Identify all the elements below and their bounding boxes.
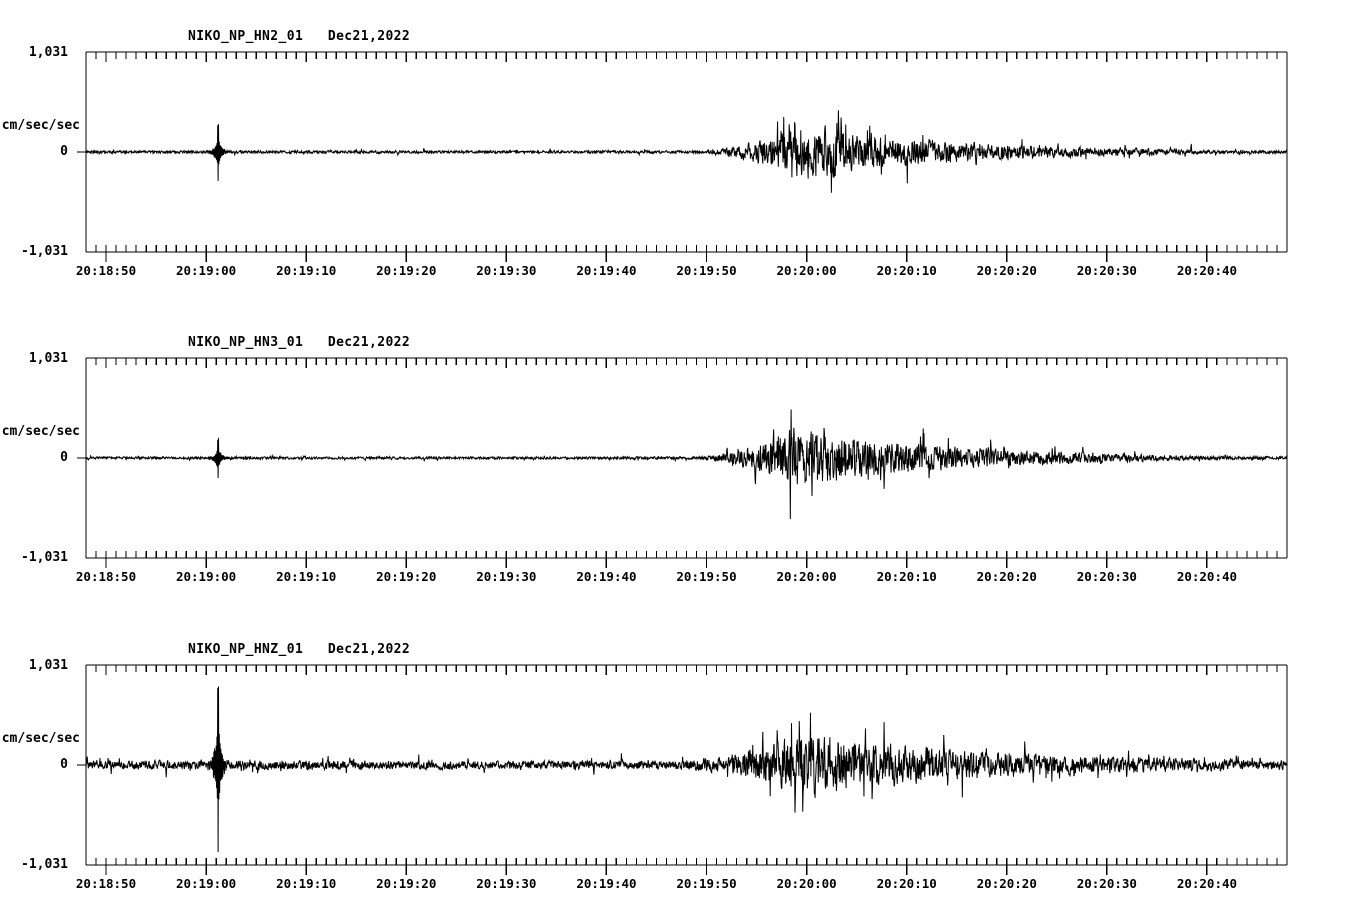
x-tick-label: 20:20:00: [776, 876, 837, 891]
x-tick-label: 20:19:30: [476, 569, 537, 584]
x-tick-label: 20:19:00: [175, 263, 237, 278]
y-axis-min-label-hn2: -1,031: [21, 244, 68, 259]
y-axis-zero-label-hnz: 0: [60, 757, 68, 772]
panel-hn3: NIKO_NP_HN3_01 Dec21,2022 1,031 cm/sec/s…: [1, 335, 411, 565]
x-tick-label: 20:19:40: [576, 263, 637, 278]
y-axis-max-label-hn3: 1,031: [28, 351, 68, 366]
x-tick-label: 20:19:50: [676, 876, 737, 891]
x-tick-label: 20:19:00: [175, 569, 237, 584]
x-tick-label: 20:20:40: [1176, 263, 1238, 278]
x-tick-label: 20:20:00: [776, 569, 837, 584]
x-tick-label: 20:20:10: [876, 876, 937, 891]
panel-title-hn3: NIKO_NP_HN3_01 Dec21,2022: [188, 335, 411, 350]
x-tick-label: 20:19:50: [676, 263, 737, 278]
y-axis-zero-label-hn3: 0: [60, 450, 68, 465]
waveform-trace: [85, 110, 1288, 193]
x-tick-label: 20:20:20: [976, 876, 1037, 891]
x-tick-label: 20:20:30: [1076, 569, 1137, 584]
waveform-trace: [85, 686, 1288, 853]
x-tick-label: 20:19:50: [676, 569, 737, 584]
x-tick-label: 20:20:00: [776, 263, 837, 278]
x-tick-label: 20:19:20: [376, 263, 437, 278]
x-tick-label: 20:19:30: [476, 876, 537, 891]
x-tick-label: 20:19:20: [376, 876, 437, 891]
x-tick-label: 20:20:30: [1076, 876, 1137, 891]
x-tick-label: 20:20:40: [1176, 876, 1238, 891]
x-tick-label: 20:19:40: [576, 876, 637, 891]
y-axis-units-label-hn3: cm/sec/sec: [1, 424, 80, 439]
x-tick-label: 20:19:10: [276, 263, 337, 278]
panel-title-hn2: NIKO_NP_HN2_01 Dec21,2022: [188, 29, 411, 44]
y-axis-units-label-hnz: cm/sec/sec: [1, 731, 80, 746]
x-tick-label: 20:20:20: [976, 263, 1037, 278]
y-axis-min-label-hnz: -1,031: [21, 857, 68, 872]
x-tick-label: 20:19:40: [576, 569, 637, 584]
x-tick-label: 20:19:30: [476, 263, 537, 278]
x-tick-label: 20:20:20: [976, 569, 1037, 584]
x-tick-label: 20:19:20: [376, 569, 437, 584]
x-tick-label: 20:19:10: [276, 876, 337, 891]
y-axis-units-label-hn2: cm/sec/sec: [1, 118, 80, 133]
y-axis-min-label-hn3: -1,031: [21, 550, 68, 565]
y-axis-max-label-hn2: 1,031: [28, 45, 68, 60]
y-axis-zero-label-hn2: 0: [60, 144, 68, 159]
panel-title-hnz: NIKO_NP_HNZ_01 Dec21,2022: [188, 642, 411, 657]
y-axis-max-label-hnz: 1,031: [28, 658, 68, 673]
x-tick-label: 20:18:50: [75, 569, 137, 584]
x-tick-label: 20:19:10: [276, 569, 337, 584]
x-tick-label: 20:20:30: [1076, 263, 1137, 278]
waveform-trace: [85, 409, 1288, 519]
panel-hn2: NIKO_NP_HN2_01 Dec21,2022 1,031 cm/sec/s…: [0, 0, 1358, 300]
x-tick-label: 20:18:50: [75, 876, 137, 891]
x-tick-label: 20:20:10: [876, 263, 937, 278]
x-tick-label: 20:20:40: [1176, 569, 1238, 584]
x-tick-label: 20:19:00: [175, 876, 237, 891]
x-tick-label: 20:18:50: [75, 263, 137, 278]
x-tick-label: 20:20:10: [876, 569, 937, 584]
